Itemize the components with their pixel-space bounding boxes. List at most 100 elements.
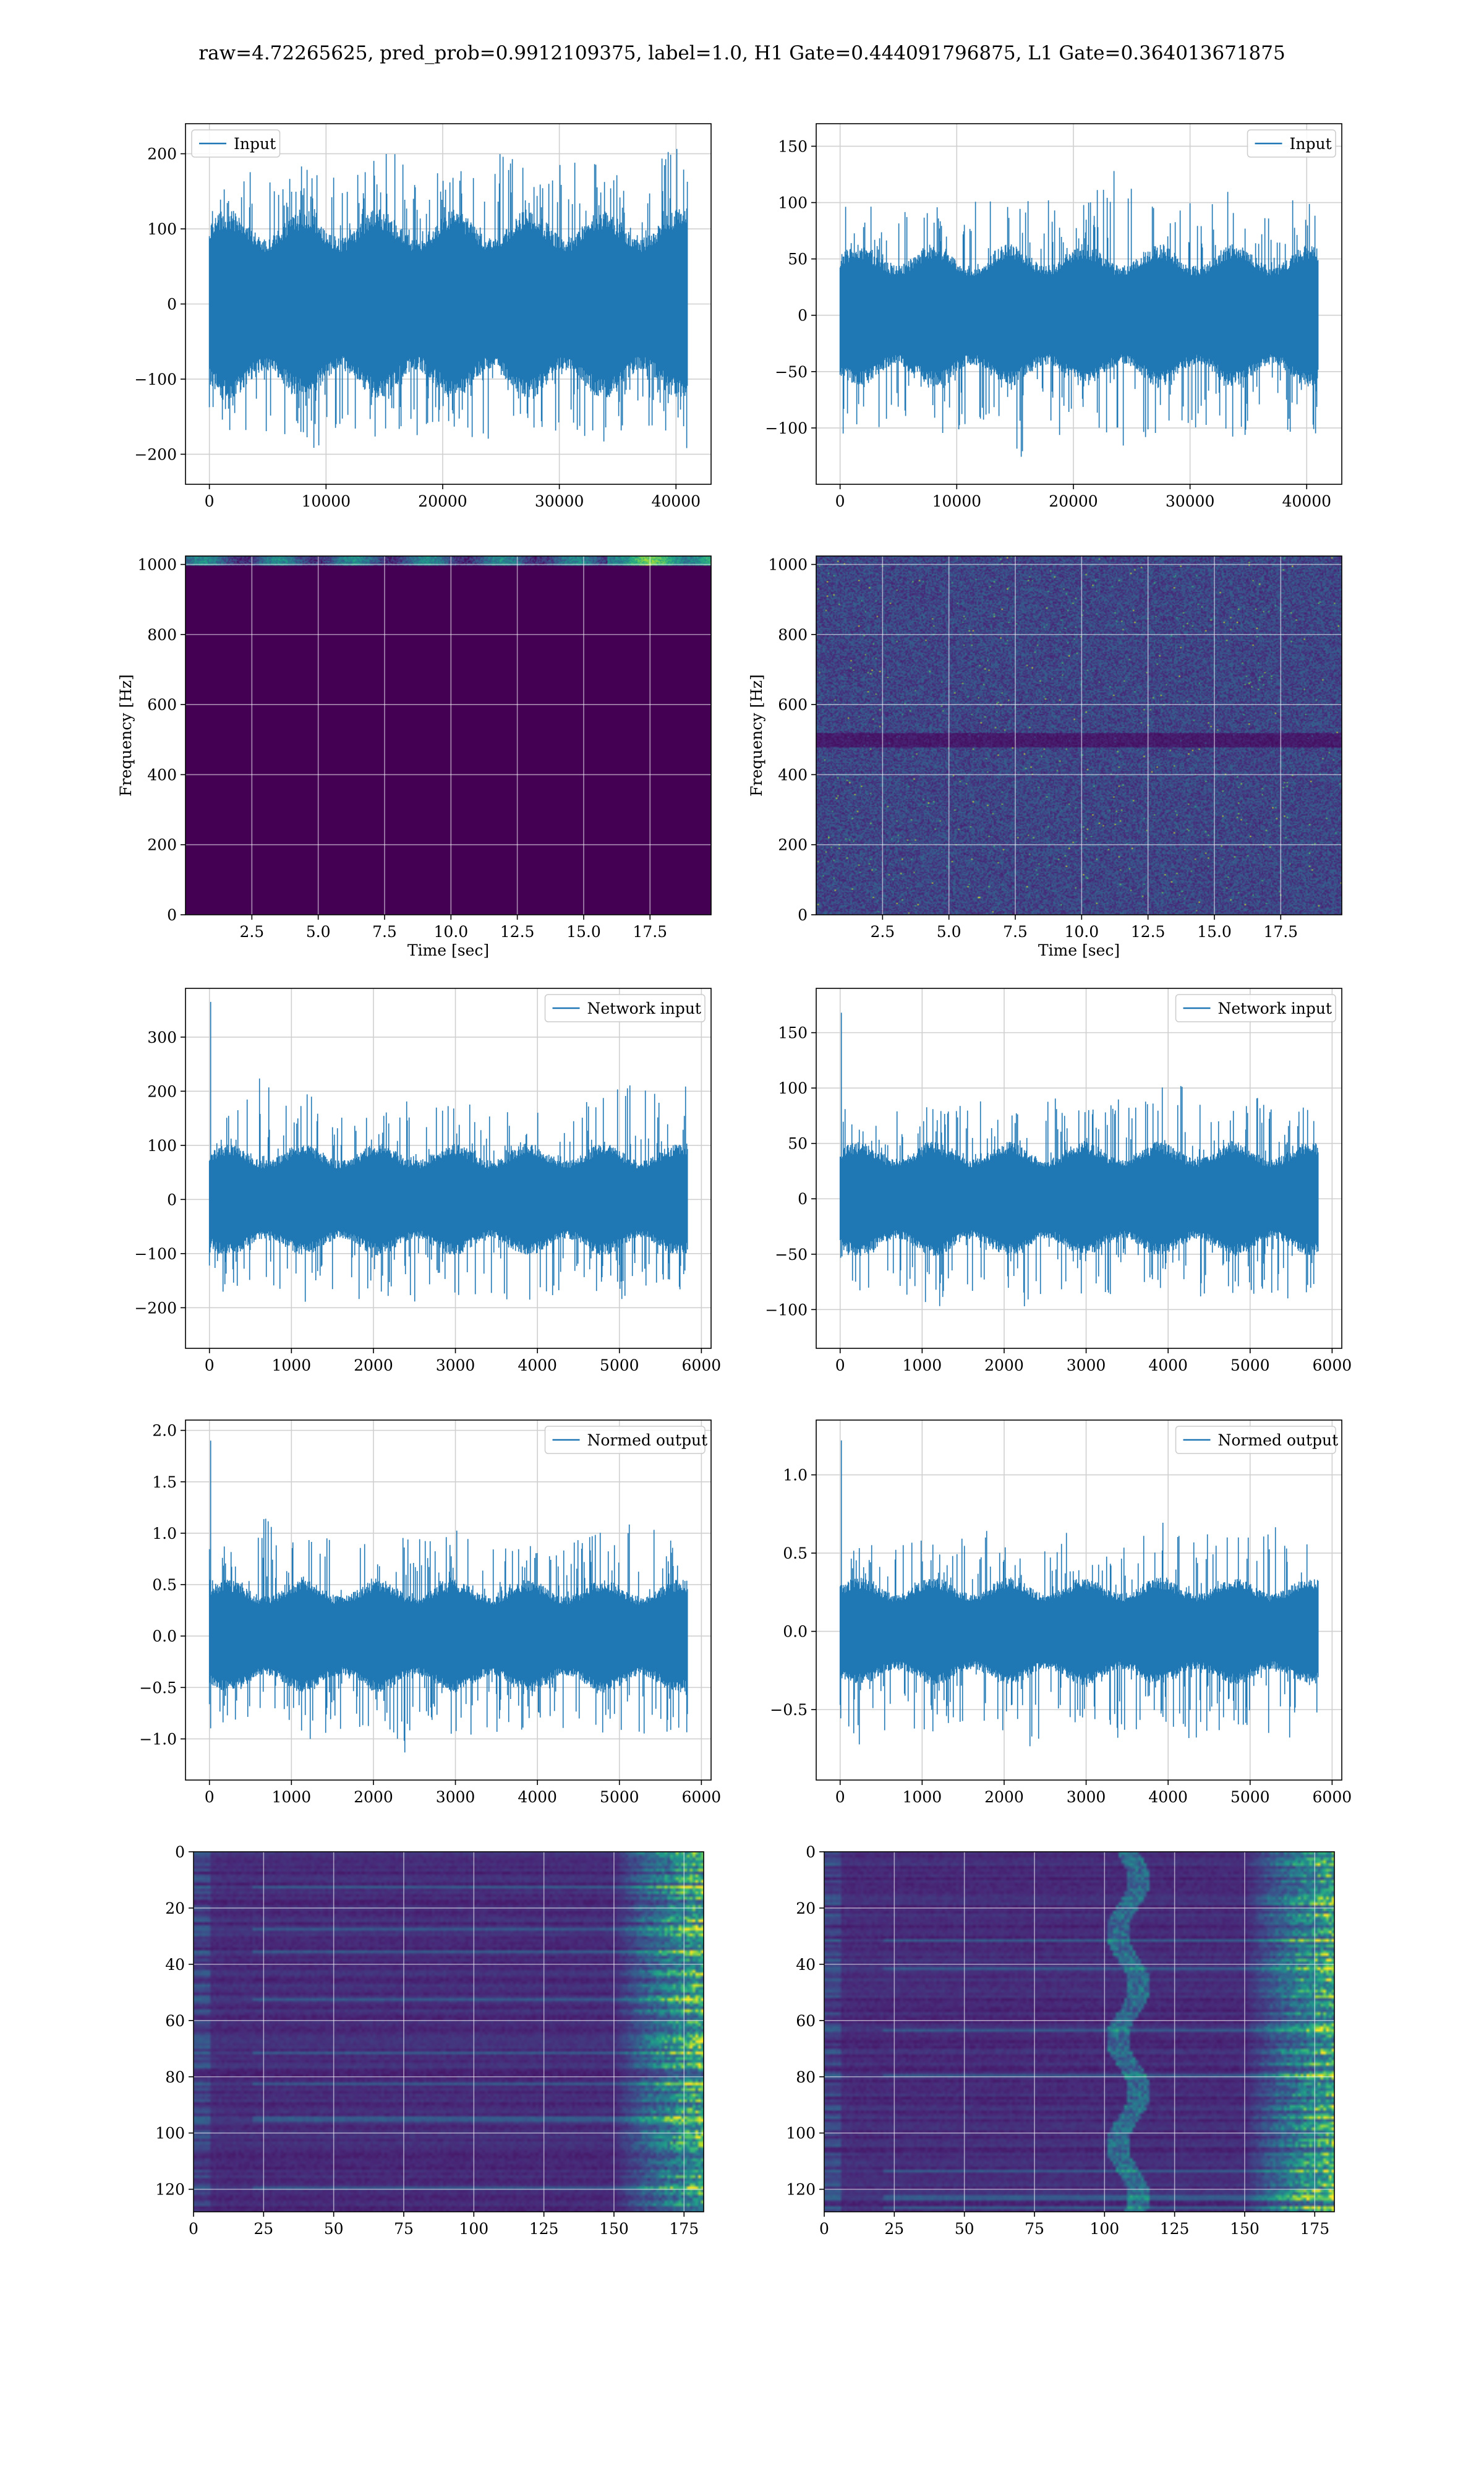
y-tick-label: 150 [778, 137, 808, 155]
x-tick-label: 2000 [984, 1788, 1024, 1806]
x-tick-label: 0 [835, 1356, 845, 1374]
x-tick-label: 15.0 [1197, 923, 1232, 941]
legend-box [544, 994, 706, 1022]
x-tick-label: 10.0 [1064, 923, 1099, 941]
y-tick-label: 0 [798, 906, 808, 924]
legend: Input [1247, 129, 1336, 158]
y-tick-label: 0 [167, 1191, 177, 1209]
x-tick-label: 75 [1025, 2220, 1044, 2238]
l1-normed-output-chart: 0 1000 2000 3000 4000 5000 6000 −0.5 0.0 0.5 1.0 No… [770, 1419, 1352, 1806]
legend-label: Normed output [587, 1431, 708, 1449]
legend: Normed output [544, 1426, 708, 1454]
x-tick-label: 175 [1300, 2220, 1329, 2238]
x-tick-label: 100 [459, 2220, 488, 2238]
y-tick-label: −100 [134, 1245, 177, 1263]
axes-frame [816, 555, 1342, 915]
x-tick-label: 40000 [651, 492, 701, 510]
h1-feature-map-heatmap [194, 1852, 704, 2212]
x-tick-label: 2.5 [239, 923, 264, 941]
y-tick-label: 0 [798, 1190, 808, 1208]
y-tick-label: −0.5 [139, 1679, 177, 1697]
x-tick-label: 25 [254, 2220, 273, 2238]
y-tick-label: 0 [175, 1843, 185, 1861]
y-tick-label: 300 [147, 1029, 177, 1047]
x-tick-label: 4000 [1148, 1356, 1188, 1374]
x-tick-label: 0 [819, 2220, 829, 2238]
x-tick-label: 100 [1090, 2220, 1119, 2238]
y-tick-label: 100 [778, 1079, 808, 1097]
x-tick-label: 0 [205, 1356, 215, 1374]
y-tick-label: 150 [778, 1024, 808, 1042]
l1-feature-map-heatmap [824, 1852, 1334, 2212]
y-tick-label: 100 [147, 1137, 177, 1155]
y-tick-label: 20 [165, 1899, 185, 1917]
axes-frame [185, 555, 712, 915]
y-tick-label: −1.0 [139, 1730, 177, 1748]
x-tick-label: 6000 [1313, 1788, 1352, 1806]
l1-feature-map-chart: 0 25 50 75 100 125 150 175 0 20 40 60 80 100 120 [786, 1843, 1335, 2238]
y-tick-label: 1000 [768, 556, 808, 574]
legend: Input [191, 129, 281, 158]
y-tick-label: 1.5 [152, 1473, 177, 1491]
y-tick-label: 0.5 [152, 1576, 177, 1594]
y-tick-label: 100 [155, 2125, 185, 2142]
series-input-line [208, 148, 688, 448]
y-tick-label: 200 [778, 836, 808, 854]
x-tick-label: 3000 [1067, 1356, 1106, 1374]
axes-frame [824, 1851, 1335, 2212]
x-tick-label: 4000 [1148, 1788, 1188, 1806]
l1-spectrogram-chart: 2.5 5.0 7.5 10.0 12.5 15.0 17.5 0 200 400 600 800 10… [748, 555, 1342, 959]
y-tick-label: 80 [796, 2068, 816, 2086]
y-tick-label: 100 [147, 220, 177, 238]
x-tick-label: 150 [599, 2220, 629, 2238]
x-tick-label: 5000 [1230, 1356, 1270, 1374]
x-tick-label: 2000 [354, 1788, 393, 1806]
x-tick-label: 10.0 [433, 923, 468, 941]
y-tick-label: 200 [147, 836, 177, 854]
x-tick-label: 4000 [518, 1356, 557, 1374]
legend-label: Network input [1218, 999, 1332, 1017]
x-tick-label: 0 [205, 1788, 215, 1806]
y-tick-label: 20 [796, 1899, 816, 1917]
x-tick-label: 3000 [436, 1788, 475, 1806]
y-tick-label: 800 [778, 626, 808, 644]
axes-frame [816, 1419, 1342, 1781]
x-axis-label: Time [sec] [407, 941, 489, 959]
y-tick-label: 0 [167, 906, 177, 924]
y-tick-label: 0 [167, 296, 177, 314]
legend-label: Input [234, 135, 276, 153]
h1-input-chart: 0 10000 20000 30000 40000 −200 −100 0 100 200 Inpu… [134, 123, 712, 510]
series-network-input-line [839, 1012, 1319, 1306]
y-tick-label: 0.0 [783, 1623, 808, 1641]
y-tick-label: 400 [778, 766, 808, 784]
y-tick-label: −100 [765, 419, 808, 437]
x-tick-label: 17.5 [1263, 923, 1298, 941]
x-tick-label: 7.5 [372, 923, 397, 941]
y-tick-label: 2.0 [152, 1422, 177, 1440]
x-tick-label: 2000 [984, 1356, 1024, 1374]
x-tick-label: 0 [189, 2220, 198, 2238]
x-tick-label: 6000 [1313, 1356, 1352, 1374]
x-tick-label: 0 [835, 1788, 845, 1806]
y-tick-label: −200 [134, 445, 177, 463]
y-tick-label: 0.0 [152, 1627, 177, 1645]
y-tick-label: 600 [778, 696, 808, 714]
y-tick-label: 50 [788, 250, 808, 268]
x-tick-label: 125 [1160, 2220, 1190, 2238]
x-tick-label: 25 [884, 2220, 904, 2238]
legend-label: Normed output [1218, 1431, 1339, 1449]
axes-frame [816, 988, 1342, 1349]
y-tick-label: 40 [796, 1956, 816, 1974]
legend-label: Network input [587, 999, 701, 1017]
x-tick-label: 30000 [535, 492, 584, 510]
x-tick-label: 5000 [1230, 1788, 1270, 1806]
l1-spectrogram-heatmap [816, 556, 1342, 915]
x-axis-label: Time [sec] [1038, 941, 1120, 959]
x-tick-label: 50 [955, 2220, 974, 2238]
legend-box [1175, 994, 1336, 1022]
legend: Network input [1175, 994, 1336, 1022]
x-tick-label: 175 [669, 2220, 699, 2238]
x-tick-label: 20000 [1049, 492, 1098, 510]
x-tick-label: 0 [835, 492, 845, 510]
y-tick-label: 600 [147, 696, 177, 714]
